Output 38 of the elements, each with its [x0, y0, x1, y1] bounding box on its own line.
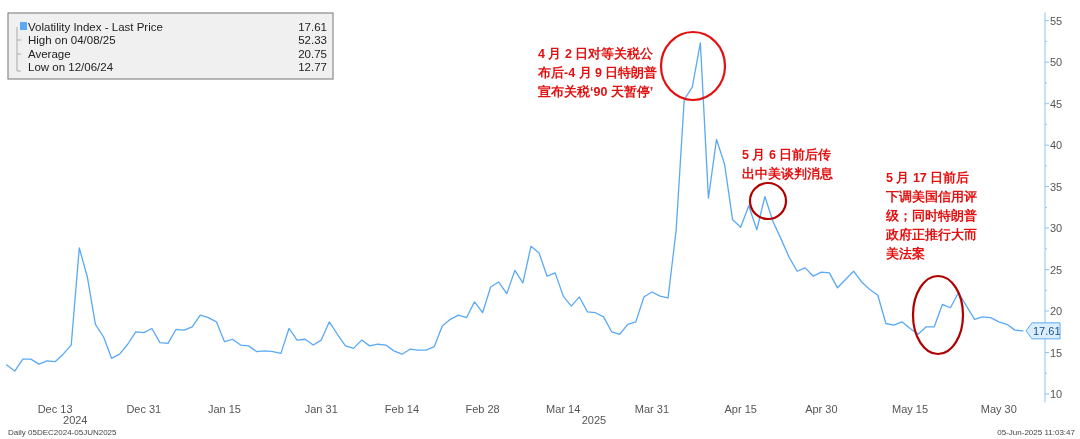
y-tick-label: 20 [1050, 305, 1063, 318]
x-tick-label: Dec 31 [126, 403, 162, 415]
y-tick-label: 30 [1050, 222, 1063, 235]
annotation: High on 04/08/25 [28, 34, 116, 46]
annotation: 5 月 6 日前后传出中美谈判消息 [742, 147, 834, 181]
x-tick-label: Jan 15 [207, 403, 241, 415]
text: 17.61 [298, 21, 327, 33]
x-tick-label: May 15 [892, 403, 929, 415]
annotation: 52.33 [298, 34, 327, 46]
y-tick-label: 45 [1050, 97, 1063, 110]
x-tick-label: Feb 14 [384, 403, 420, 415]
annotation: Average [28, 48, 71, 60]
y-tick-label: 35 [1050, 180, 1063, 193]
x-tick-label: Apr 30 [805, 403, 838, 415]
annotation: 12.77 [298, 61, 327, 73]
x-tick-label: May 30 [980, 403, 1017, 415]
annotation: 5 月 17 日前后下调美国信用评级；同时特朗普政府正推行大而美法案 [885, 170, 977, 261]
x-tick-label: Mar 31 [634, 403, 670, 415]
annotation: Low on 12/06/24 [28, 61, 114, 73]
text: 2025 [581, 414, 607, 426]
data-label: 17.61 [1033, 324, 1061, 337]
x-tick-label: Mar 14 [546, 403, 581, 415]
y-tick-label: 55 [1050, 14, 1063, 27]
y-tick-label: 40 [1050, 139, 1063, 152]
y-tick-label: 50 [1050, 56, 1063, 69]
x-tick-label: Jan 31 [304, 403, 338, 415]
text: Daily 05DEC2024-05JUN2025 [8, 428, 118, 437]
x-tick-label: Apr 15 [724, 403, 757, 415]
text: 2024 [63, 414, 88, 426]
y-tick-label: 25 [1050, 263, 1063, 276]
annotation: 20.75 [298, 48, 327, 60]
y-tick-label: 10 [1050, 388, 1063, 400]
annotation: 4 月 2 日对等关税公布后-4 月 9 日特朗普宣布关税‘90 天暂停’ [537, 46, 658, 99]
legend-label: Volatility Index - Last Price [28, 21, 163, 33]
y-tick-label: 15 [1050, 346, 1063, 359]
x-tick-label: Feb 28 [465, 403, 500, 415]
x-tick-label: Dec 13 [37, 403, 73, 415]
text: 05-Jun-2025 11:03:47 [997, 428, 1076, 437]
